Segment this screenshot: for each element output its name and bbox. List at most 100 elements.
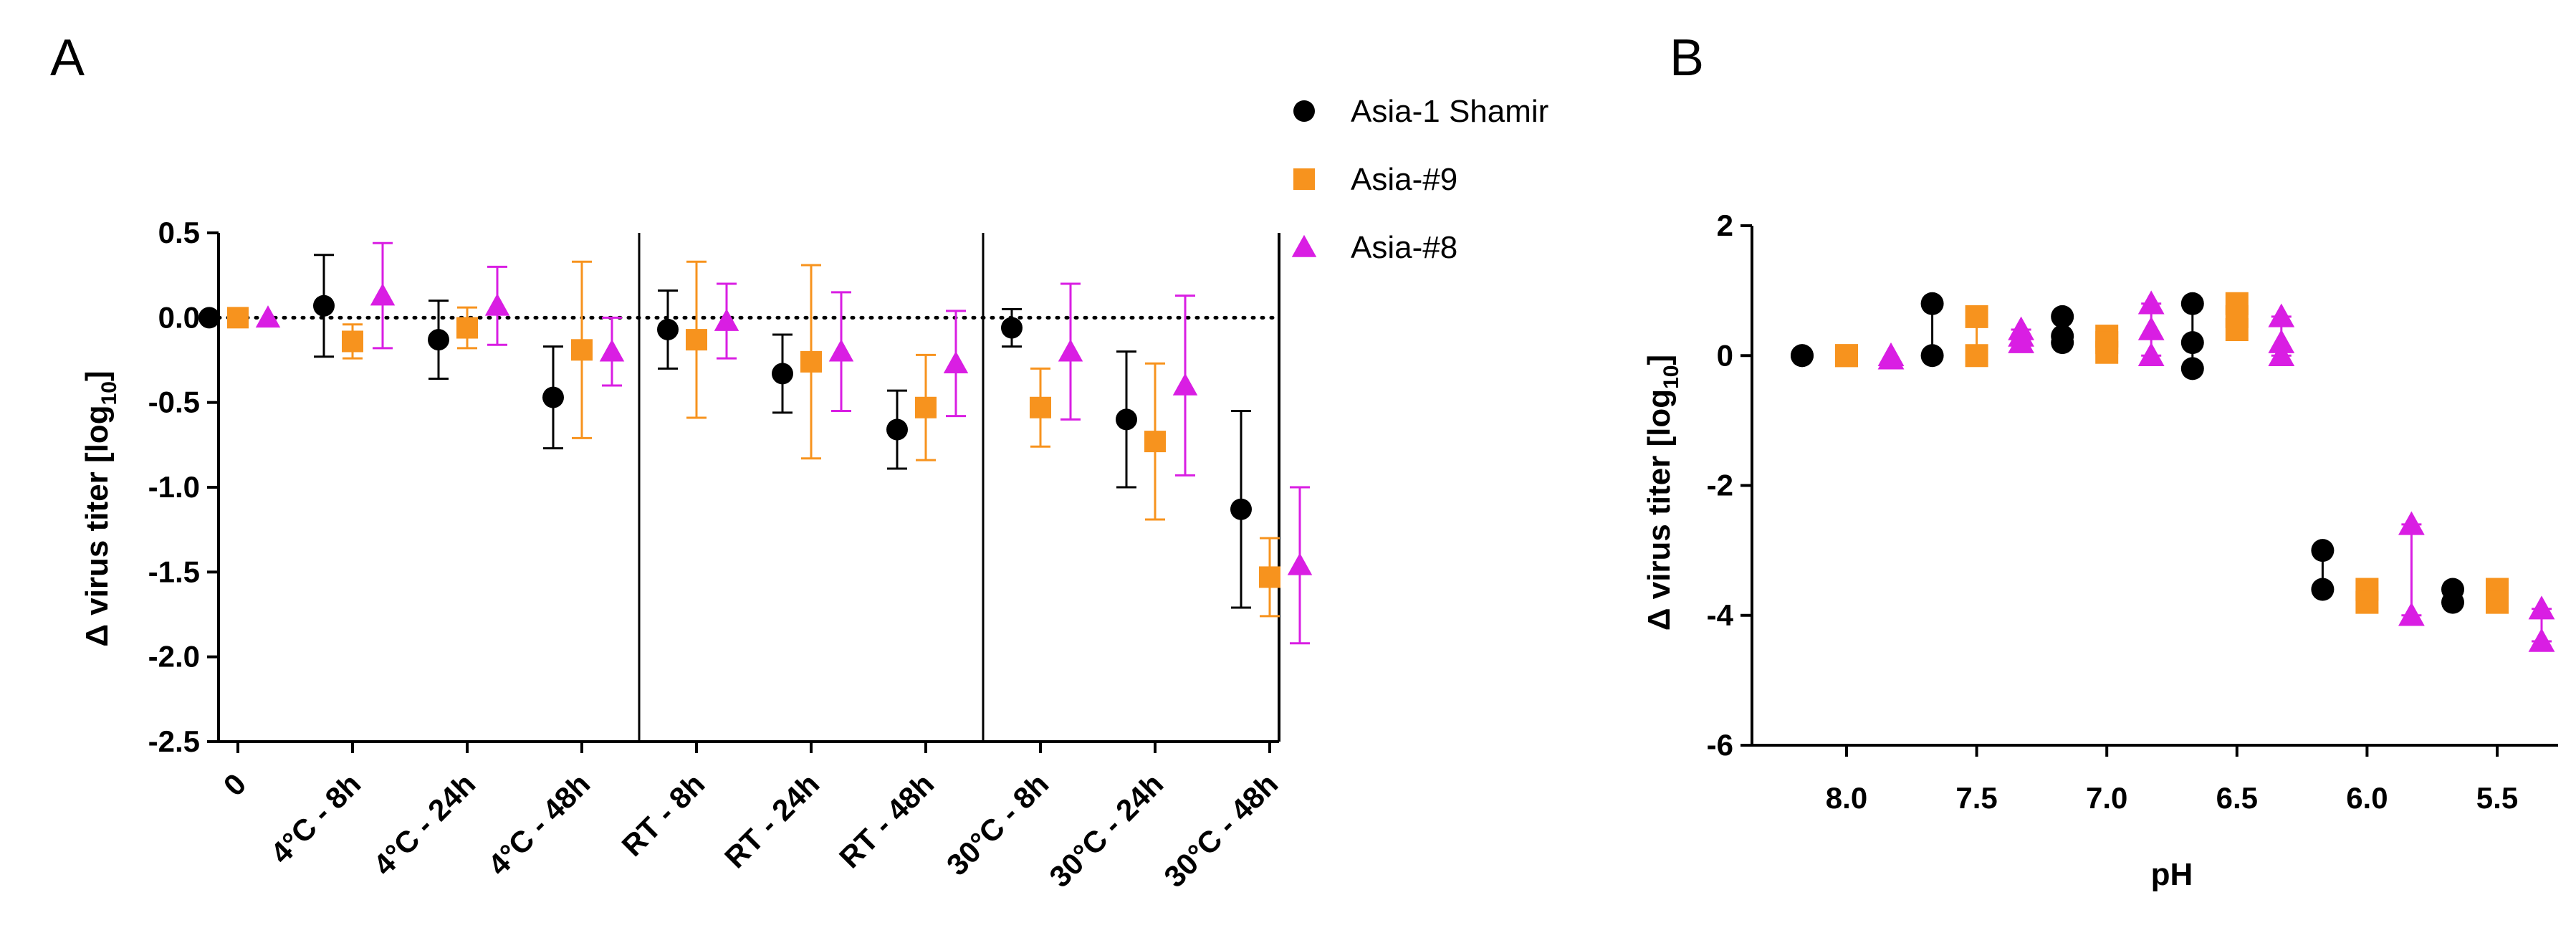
data-point	[1001, 317, 1023, 339]
data-point	[255, 305, 281, 328]
data-point	[2137, 316, 2165, 340]
data-point	[1920, 292, 1944, 315]
data-point	[2268, 329, 2295, 353]
x-tick-label: 8.0	[1826, 781, 1867, 815]
data-point	[2398, 602, 2425, 626]
data-point	[2225, 318, 2249, 341]
data-point	[1259, 566, 1280, 588]
x-tick-label: 7.0	[2086, 781, 2127, 815]
data-point	[800, 350, 822, 373]
data-point	[1144, 431, 1166, 453]
data-point	[1835, 344, 1858, 368]
data-point	[1058, 339, 1083, 362]
data-point	[1030, 396, 1051, 418]
data-point	[542, 386, 564, 408]
data-point	[599, 339, 625, 362]
data-point	[370, 283, 396, 306]
x-tick-label: RT - 48h	[833, 767, 940, 874]
data-point	[2441, 590, 2464, 614]
x-tick-label: 6.0	[2346, 781, 2388, 815]
data-point	[1965, 344, 1988, 368]
data-point	[1172, 373, 1198, 396]
legend-label-2: Asia-#8	[1351, 230, 1457, 265]
y-tick-label: 0.0	[158, 300, 200, 334]
data-point	[2268, 342, 2295, 366]
data-point	[915, 396, 937, 418]
data-point	[2268, 303, 2295, 327]
data-point	[686, 329, 707, 351]
data-point	[2355, 590, 2379, 614]
data-point	[313, 295, 335, 317]
data-point	[1920, 344, 1944, 368]
data-point	[2008, 322, 2034, 347]
legend-marker-2	[1291, 234, 1317, 257]
y-tick-label: 0	[1717, 338, 1733, 372]
x-tick-label: 4°C - 48h	[482, 767, 597, 882]
data-point	[1965, 305, 1988, 328]
x-tick-label: 30°C - 48h	[1157, 767, 1284, 894]
x-tick-label: 6.5	[2216, 781, 2258, 815]
data-point	[714, 308, 739, 331]
x-tick-label: 0	[217, 767, 253, 803]
x-tick-label: 30°C - 24h	[1043, 767, 1169, 894]
data-point	[828, 339, 854, 362]
data-point	[1877, 345, 1905, 370]
x-axis-title: pH	[2151, 857, 2193, 892]
data-point	[2180, 331, 2204, 355]
data-point	[428, 329, 449, 351]
panel-b-label: B	[1670, 29, 1704, 87]
data-point	[2528, 628, 2555, 652]
data-point	[2051, 305, 2074, 328]
y-tick-label: -1.5	[148, 555, 200, 588]
data-point	[2137, 290, 2165, 315]
x-tick-label: 4°C - 8h	[264, 767, 367, 870]
y-tick-label: 0.5	[158, 216, 200, 249]
x-tick-label: 4°C - 24h	[367, 767, 482, 882]
data-point	[1791, 344, 1814, 368]
data-point	[2095, 340, 2119, 364]
x-tick-label: 7.5	[1955, 781, 1997, 815]
data-point	[198, 307, 220, 329]
data-point	[2311, 539, 2335, 562]
x-tick-label: 5.5	[2476, 781, 2518, 815]
legend-label-0: Asia-1 Shamir	[1351, 94, 1548, 129]
panel-a-label: A	[50, 29, 85, 87]
data-point	[1230, 498, 1252, 520]
y-tick-label: 2	[1717, 209, 1733, 242]
data-point	[1287, 552, 1313, 575]
y-tick-label: -4	[1707, 598, 1734, 632]
y-tick-label: -2.0	[148, 640, 200, 674]
panel-a-chart: 0.50.0-0.5-1.0-1.5-2.0-2.50 4°C - 8h 4°C -…	[80, 216, 1313, 894]
data-point	[943, 350, 969, 374]
panel-b-chart: 2 0 -2 -4 -6 8.0 7.5 7.0 6.5 6.0 5.5 pH Δ virus tite…	[1642, 209, 2558, 892]
data-point	[2311, 578, 2335, 601]
y-axis-title: Δ virus titer [log10]	[80, 370, 121, 646]
x-tick-label: RT - 8h	[615, 767, 711, 863]
legend-marker-0	[1293, 100, 1315, 122]
data-point	[772, 363, 793, 385]
data-point	[2051, 331, 2074, 355]
y-tick-label: -2	[1707, 469, 1733, 502]
data-point	[456, 317, 478, 339]
data-point	[1116, 408, 1137, 431]
legend: Asia-1 Shamir Asia-#9 Asia-#8	[1291, 94, 1548, 265]
data-point	[2398, 511, 2425, 535]
data-point	[2180, 357, 2204, 380]
y-tick-label: -1.0	[148, 470, 200, 504]
data-point	[342, 330, 363, 353]
data-point	[2528, 595, 2555, 620]
legend-marker-1	[1293, 168, 1315, 190]
y-axis-title: Δ virus titer [log10]	[1642, 355, 1683, 631]
x-tick-label: RT - 24h	[718, 767, 825, 874]
data-point	[2137, 342, 2165, 366]
data-point	[886, 418, 908, 441]
x-tick-label: 30°C - 8h	[940, 767, 1055, 882]
data-point	[2486, 590, 2509, 614]
data-point	[484, 293, 510, 316]
data-point	[2180, 292, 2204, 315]
y-tick-label: -0.5	[148, 386, 200, 419]
y-tick-label: -6	[1707, 728, 1733, 762]
data-point	[657, 318, 679, 340]
legend-label-1: Asia-#9	[1351, 162, 1457, 197]
data-point	[571, 339, 593, 361]
